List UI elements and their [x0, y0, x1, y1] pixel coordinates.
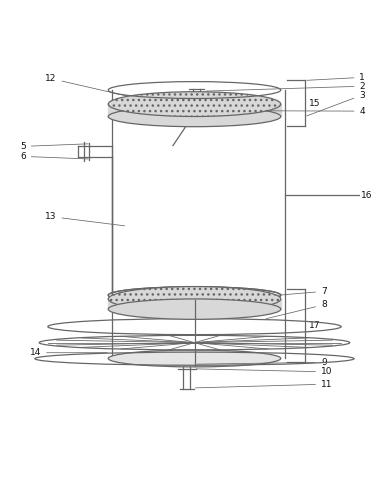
Text: 11: 11 [195, 380, 333, 389]
Text: 7: 7 [228, 287, 327, 299]
Text: 5: 5 [20, 142, 88, 151]
Text: 8: 8 [266, 300, 327, 319]
Text: 12: 12 [45, 74, 166, 105]
Ellipse shape [108, 92, 281, 116]
Ellipse shape [108, 299, 281, 319]
Text: 14: 14 [30, 348, 107, 357]
Text: 1: 1 [307, 73, 365, 82]
Text: 16: 16 [287, 191, 373, 200]
Text: 17: 17 [309, 321, 320, 330]
Text: 2: 2 [206, 82, 365, 91]
Text: 15: 15 [309, 99, 320, 108]
Ellipse shape [108, 350, 281, 367]
Text: 4: 4 [232, 107, 365, 115]
Ellipse shape [108, 286, 281, 312]
Text: 9: 9 [197, 358, 327, 367]
Text: 13: 13 [45, 212, 124, 226]
Text: 10: 10 [196, 368, 333, 376]
Text: 3: 3 [307, 90, 365, 116]
Ellipse shape [108, 106, 281, 127]
Text: 6: 6 [20, 152, 88, 161]
